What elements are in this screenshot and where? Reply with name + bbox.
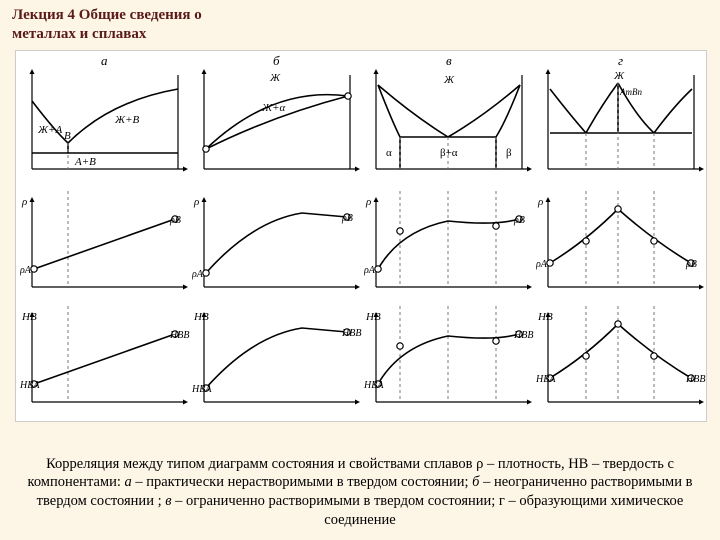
svg-text:Ж+α: Ж+α [261,102,285,114]
svg-text:ρB: ρB [513,215,525,226]
svg-text:HBA: HBA [192,384,212,395]
svg-text:ρ: ρ [365,196,371,208]
svg-text:ρ: ρ [193,196,199,208]
svg-text:Ж: Ж [613,70,625,82]
svg-text:Ж: Ж [443,74,455,86]
svg-text:HB: HB [193,311,209,323]
svg-text:HBB: HBB [169,330,189,341]
phase-diagram-a: BЖ+A Ж+B A+B [20,61,190,189]
hardness-plot-c: HB HBA HBB [364,306,534,416]
svg-text:β+α: β+α [440,147,458,159]
svg-text:ρB: ρB [685,259,697,270]
figure-caption: Корреляция между типом диаграмм состояни… [18,455,702,530]
svg-text:ρB: ρB [169,215,181,226]
svg-text:β: β [506,147,512,159]
slide-page: Лекция 4 Общие сведения о металлах и спл… [0,0,720,540]
svg-text:Ж+A: Ж+A [37,124,62,136]
svg-text:HBA: HBA [364,380,384,391]
hardness-plot-a: HB HBA HBB [20,306,190,416]
svg-text:HBB: HBB [685,374,705,385]
density-plot-c: ρ ρA ρB [364,191,534,301]
caption-em-a: а [124,474,131,490]
svg-text:AmBn: AmBn [619,87,642,97]
svg-text:HBB: HBB [341,328,361,339]
density-plot-a: ρ ρA ρB [20,191,190,301]
phase-diagram-d: Ж AmBn [536,61,706,189]
svg-text:B: B [64,130,71,142]
svg-text:Ж+B: Ж+B [114,114,139,126]
density-plot-d: ρ ρA ρB [536,191,706,301]
svg-text:ρA: ρA [192,269,204,280]
svg-text:ρ: ρ [537,196,543,208]
svg-text:Ж: Ж [269,72,281,84]
page-title: Лекция 4 Общие сведения о металлах и спл… [12,6,242,44]
svg-text:ρ: ρ [21,196,27,208]
svg-text:HBB: HBB [513,330,533,341]
svg-text:α: α [386,147,392,159]
svg-text:ρA: ρA [20,265,32,276]
diagram-grid: а б в г BЖ+AЖ+BA+B ρρAρB HBHBAHBB ЖЖ+α ρ… [15,50,707,422]
density-plot-b: ρ ρA ρB [192,191,362,301]
svg-text:HB: HB [21,311,37,323]
svg-text:ρA: ρA [364,265,376,276]
phase-diagram-c: Жα β+α β [364,61,534,189]
svg-text:HB: HB [365,311,381,323]
svg-text:ρA: ρA [536,259,548,270]
hardness-plot-b: HB HBA HBB [192,306,362,416]
svg-text:HBA: HBA [20,380,40,391]
svg-text:HBA: HBA [536,374,556,385]
caption-t-a: – практически нерастворимыми в твердом с… [132,474,472,490]
caption-t-c: – ограниченно растворимыми в твердом сос… [172,493,499,509]
phase-diagram-b: Ж Ж+α [192,61,362,189]
svg-text:HB: HB [537,311,553,323]
hardness-plot-d: HB HBA HBB [536,306,706,416]
svg-text:A+B: A+B [74,156,96,168]
svg-text:ρB: ρB [341,213,353,224]
